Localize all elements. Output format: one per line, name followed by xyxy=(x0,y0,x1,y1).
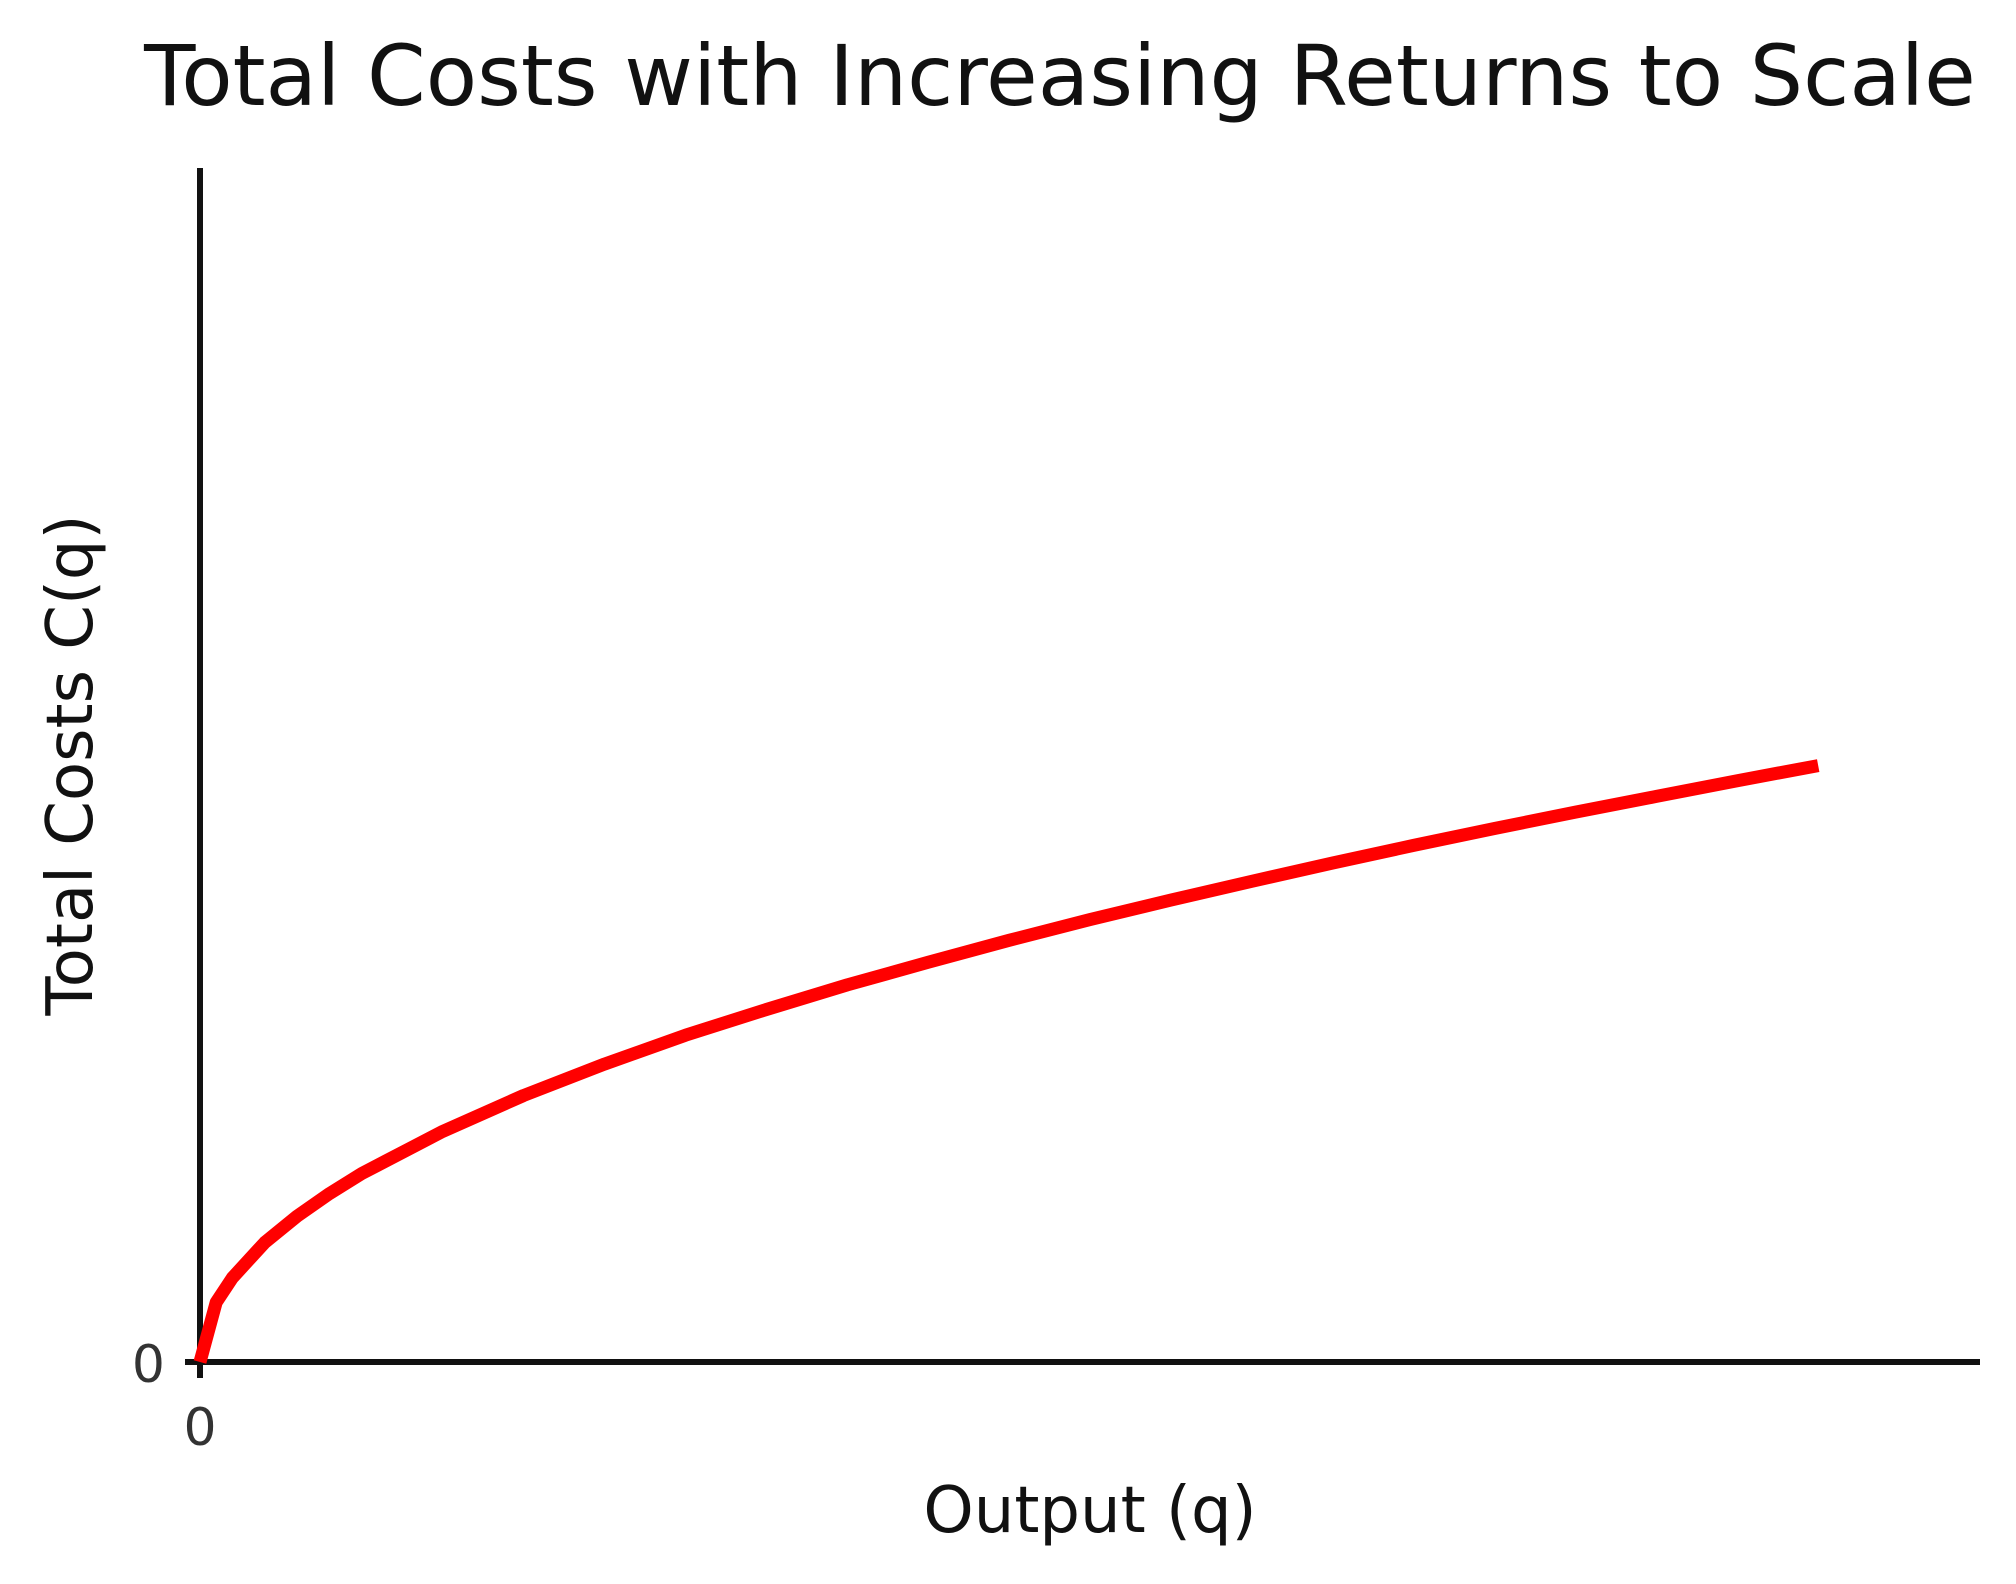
x-tick-label-0: 0 xyxy=(183,1398,216,1458)
x-axis-label: Output (q) xyxy=(923,1474,1256,1548)
y-tick-label-0: 0 xyxy=(132,1335,165,1395)
chart-title: Total Costs with Increasing Returns to S… xyxy=(143,27,1976,125)
y-axis-label: Total Costs C(q) xyxy=(34,514,108,1016)
series-layer xyxy=(193,759,1820,1364)
series-line-0 xyxy=(193,759,1820,1364)
